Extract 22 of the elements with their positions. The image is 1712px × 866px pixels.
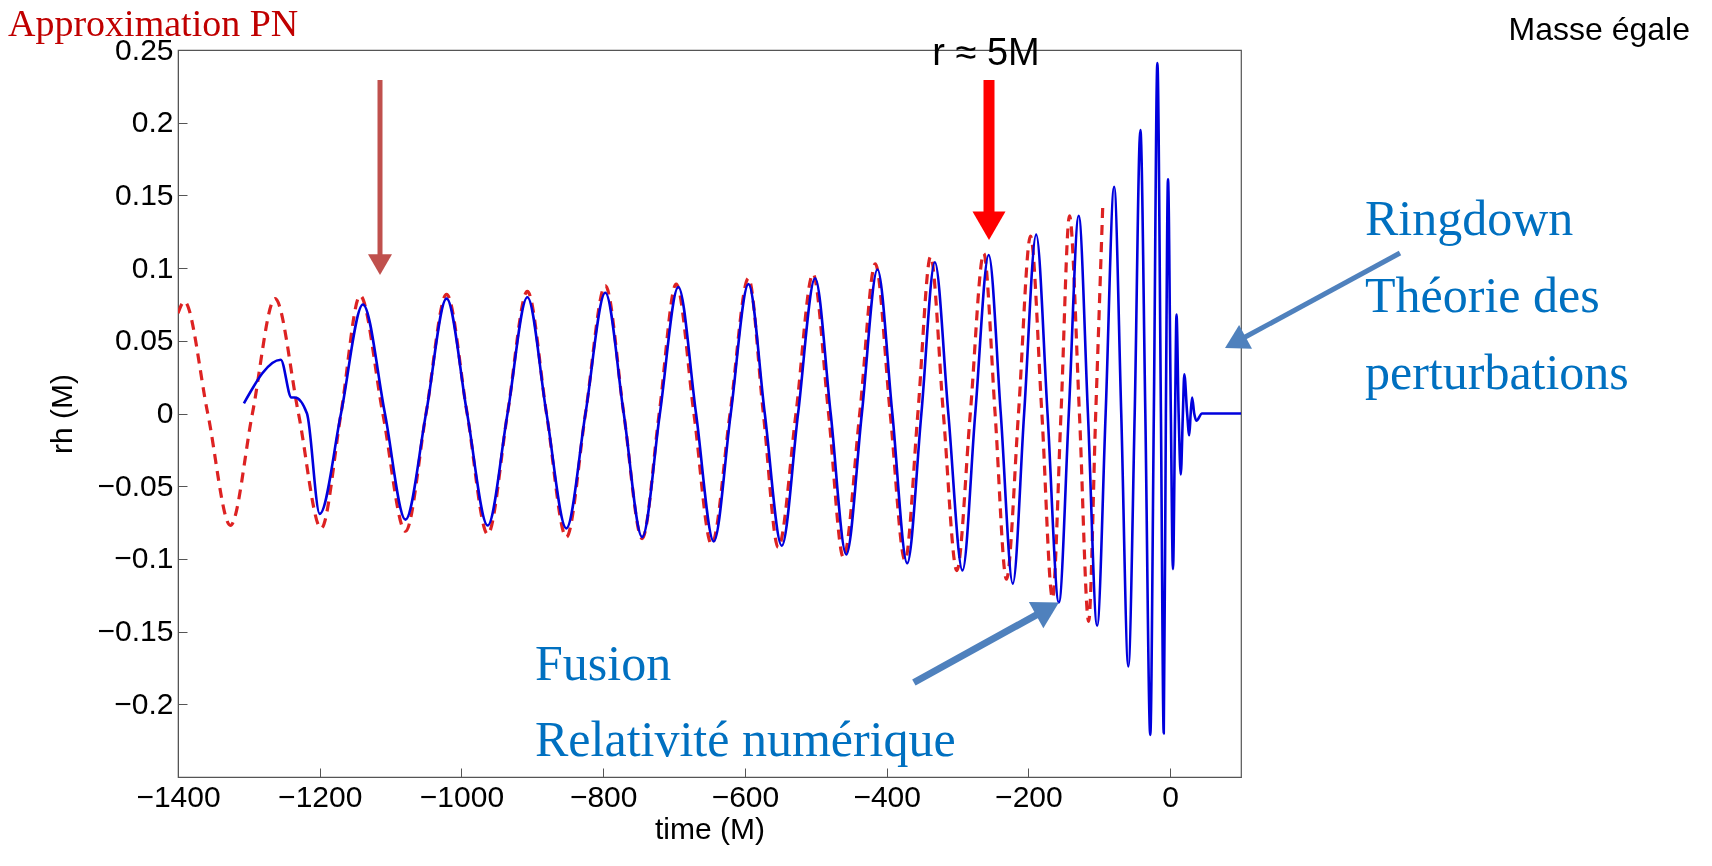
y-tick-label: −0.2 <box>114 686 174 720</box>
text: Ringdown Théorie des perturbations <box>1365 190 1629 400</box>
y-tick-label: 0.15 <box>115 177 174 211</box>
y-axis-title: rh (M) <box>44 374 78 454</box>
y-tick-label: 0.05 <box>115 323 174 357</box>
x-tick-label: −1200 <box>278 779 363 813</box>
x-axis-title: time (M) <box>655 811 765 845</box>
y-tick-label: 0 <box>156 396 174 429</box>
x-tick-label: −200 <box>995 779 1063 813</box>
annotation: Fusion Relativité numérique <box>535 635 956 767</box>
y-tick-label: −0.1 <box>114 541 174 575</box>
x-tick-label: −400 <box>853 779 921 813</box>
y-tick-label: 0.1 <box>131 250 174 284</box>
x-tick-label: 0 <box>1162 779 1179 813</box>
x-tick-label: −600 <box>711 779 780 813</box>
x-tick-label: −1400 <box>136 779 221 813</box>
x-tick-label: −800 <box>569 779 638 813</box>
y-tick-label: 0.2 <box>131 105 174 139</box>
x-tick-label: −1000 <box>419 779 505 813</box>
text: Masse égale <box>1508 11 1690 47</box>
y-tick-label: −0.15 <box>97 614 174 648</box>
y-tick-label: −0.05 <box>97 468 174 502</box>
